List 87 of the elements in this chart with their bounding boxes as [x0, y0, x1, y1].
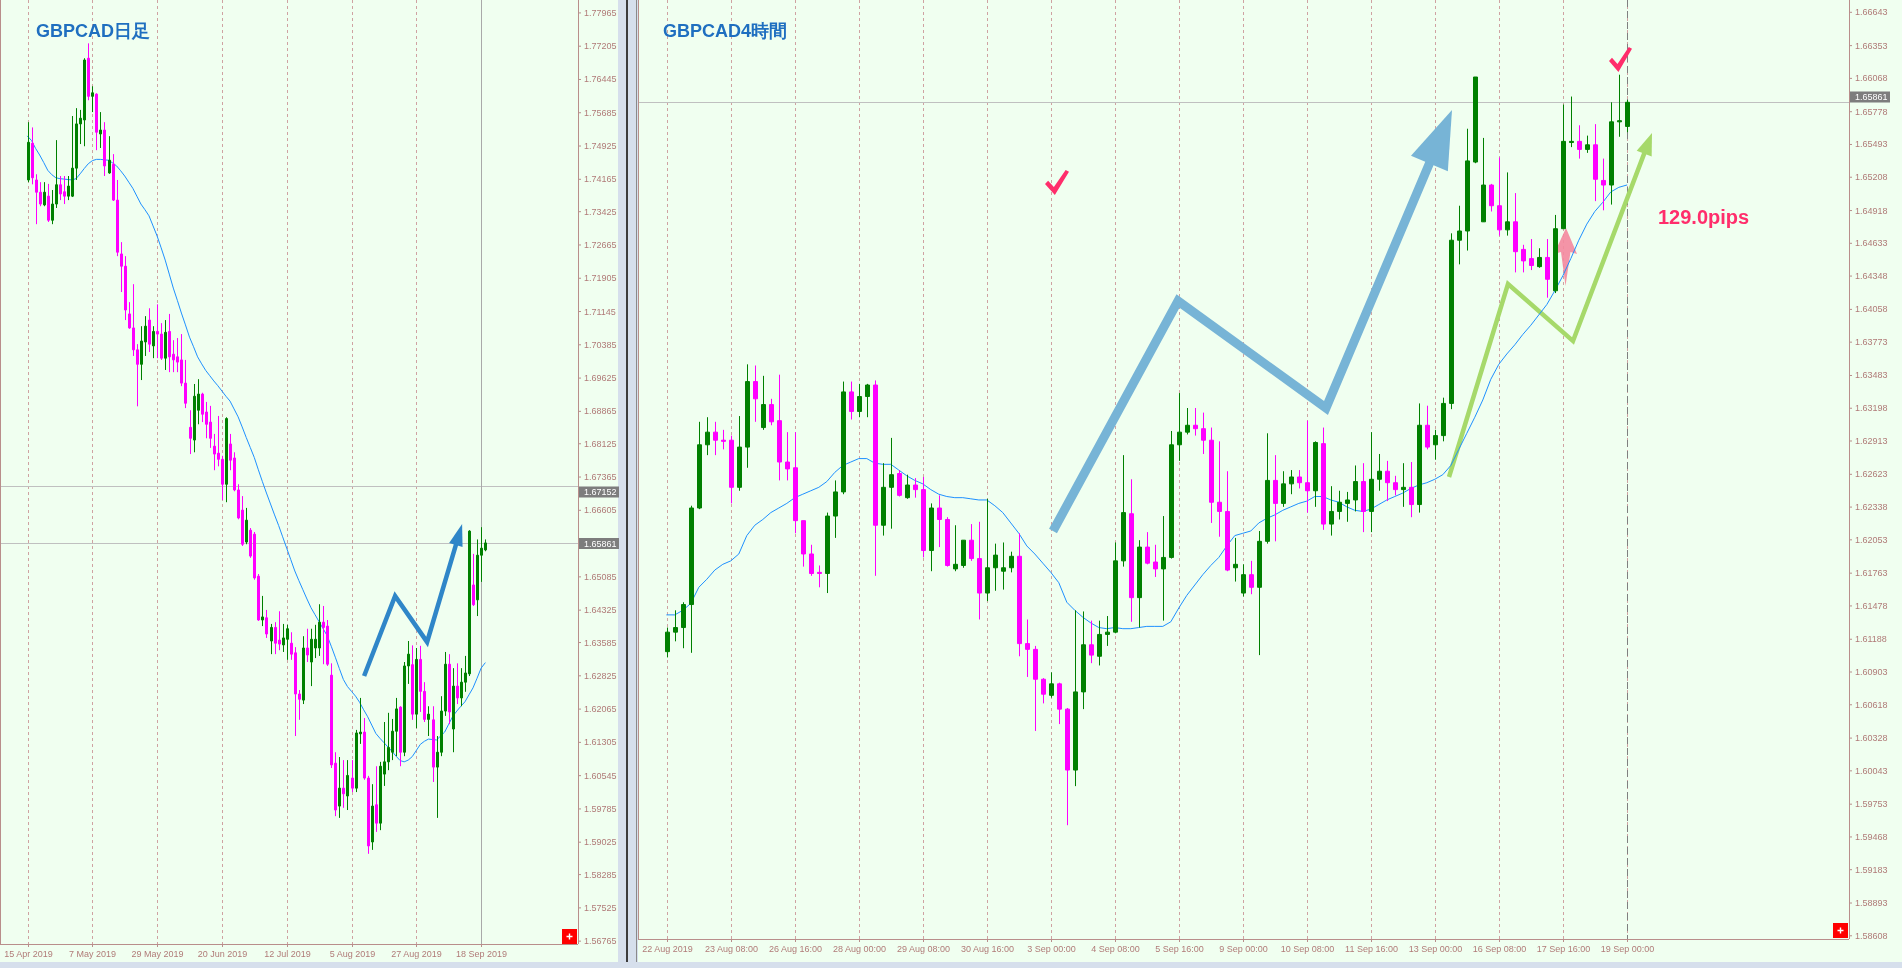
- x-tick-label: 22 Aug 2019: [642, 944, 693, 954]
- x-tick-label: 5 Sep 16:00: [1155, 944, 1204, 954]
- y-tick-label: 1.62053: [1855, 534, 1888, 545]
- y-tick-label: 1.62338: [1855, 502, 1888, 513]
- y-tick-label: 1.75685: [584, 107, 617, 118]
- ref-line-label: 1.65861: [584, 538, 617, 549]
- y-tick-label: 1.63198: [1855, 403, 1888, 414]
- x-tick-label: 20 Jun 2019: [197, 949, 248, 959]
- y-tick-label: 1.71905: [584, 273, 617, 284]
- y-tick-label: 1.64058: [1855, 304, 1888, 315]
- x-tick-label: 15 Apr 2019: [4, 949, 53, 959]
- y-tick-label: 1.63773: [1855, 337, 1888, 348]
- y-tick-label: 1.70385: [584, 339, 617, 350]
- y-tick-label: 1.63585: [584, 637, 617, 648]
- y-tick-label: 1.65085: [584, 571, 617, 582]
- x-tick-label: 23 Aug 08:00: [704, 944, 759, 954]
- y-tick-label: 1.61305: [584, 737, 617, 748]
- y-tick-label: 1.62065: [584, 704, 617, 715]
- x-tick-label: 30 Aug 16:00: [960, 944, 1015, 954]
- x-tick-label: 5 Aug 2019: [329, 949, 376, 959]
- y-tick-label: 1.71145: [584, 306, 616, 317]
- x-tick-label: 7 May 2019: [68, 949, 117, 959]
- y-tick-label: 1.67365: [584, 472, 617, 483]
- y-tick-label: 1.73425: [584, 206, 617, 217]
- x-tick-label: 3 Sep 00:00: [1027, 944, 1076, 954]
- y-tick-label: 1.65208: [1855, 172, 1888, 183]
- y-tick-label: 1.77205: [584, 41, 617, 52]
- y-tick-label: 1.61478: [1855, 600, 1888, 611]
- y-tick-label: 1.76445: [584, 74, 617, 85]
- y-tick-label: 1.59468: [1855, 831, 1888, 842]
- y-tick-label: 1.60545: [584, 770, 617, 781]
- y-tick-label: 1.74925: [584, 141, 617, 152]
- y-tick-label: 1.61188: [1855, 634, 1887, 645]
- x-tick-label: 19 Sep 00:00: [1600, 944, 1655, 954]
- y-tick-label: 1.66068: [1855, 73, 1888, 84]
- y-tick-label: 1.61763: [1855, 568, 1888, 579]
- x-tick-label: 16 Sep 08:00: [1472, 944, 1527, 954]
- y-tick-label: 1.58608: [1855, 930, 1888, 941]
- y-tick-label: 1.62623: [1855, 469, 1888, 480]
- y-tick-label: 1.68125: [584, 438, 617, 449]
- y-tick-label: 1.74165: [584, 174, 617, 185]
- y-tick-label: 1.68865: [584, 406, 617, 417]
- y-tick-label: 1.58893: [1855, 898, 1888, 909]
- y-tick-label: 1.63483: [1855, 370, 1888, 381]
- y-tick-label: 1.64348: [1855, 271, 1888, 282]
- x-tick-label: 12 Jul 2019: [264, 949, 311, 959]
- y-tick-label: 1.77965: [584, 7, 617, 18]
- text: GBPCAD日足: [36, 21, 151, 41]
- x-tick-label: 29 Aug 08:00: [896, 944, 951, 954]
- y-tick-label: 1.57525: [584, 902, 617, 913]
- x-tick-label: 13 Sep 00:00: [1408, 944, 1463, 954]
- x-tick-label: 17 Sep 16:00: [1536, 944, 1591, 954]
- x-tick-label: 10 Sep 08:00: [1280, 944, 1335, 954]
- y-tick-label: 1.56765: [584, 936, 617, 947]
- y-tick-label: 1.72665: [584, 239, 617, 250]
- y-tick-label: 1.60618: [1855, 699, 1888, 710]
- y-tick-label: 1.62825: [584, 670, 617, 681]
- y-tick-label: 1.62913: [1855, 436, 1888, 446]
- y-tick-label: 1.66643: [1855, 7, 1888, 18]
- y-tick-label: 1.59025: [584, 837, 617, 848]
- y-tick-label: 1.64325: [584, 605, 617, 616]
- x-tick-label: 28 Aug 00:00: [832, 944, 887, 954]
- y-tick-label: 1.60328: [1855, 733, 1888, 744]
- ref-line-label: 1.65861: [1855, 92, 1888, 102]
- y-tick-label: 1.64633: [1855, 238, 1888, 249]
- y-tick-label: 1.65493: [1855, 139, 1888, 150]
- x-tick-label: 11 Sep 16:00: [1345, 944, 1398, 954]
- y-tick-label: 1.59785: [584, 803, 617, 814]
- y-tick-label: 1.60903: [1855, 667, 1888, 678]
- x-tick-label: 27 Aug 2019: [391, 949, 442, 959]
- x-tick-label: 18 Sep 2019: [455, 949, 508, 959]
- y-tick-label: 1.65778: [1855, 106, 1888, 117]
- x-tick-label: 29 May 2019: [131, 949, 184, 959]
- y-tick-label: 1.59183: [1855, 864, 1888, 875]
- x-tick-label: 26 Aug 16:00: [768, 944, 823, 954]
- y-tick-label: 1.66605: [584, 505, 617, 516]
- y-tick-label: 1.66353: [1855, 40, 1888, 51]
- text: 129.0pips: [1658, 206, 1750, 228]
- y-tick-label: 1.59753: [1855, 799, 1888, 810]
- y-tick-label: 1.58285: [584, 869, 617, 880]
- x-tick-label: 4 Sep 08:00: [1091, 944, 1140, 954]
- y-tick-label: 1.64918: [1855, 205, 1888, 216]
- ref-line-label: 1.67152: [584, 487, 617, 497]
- y-tick-label: 1.60043: [1855, 765, 1888, 776]
- text: GBPCAD4時間: [663, 21, 788, 41]
- y-tick-label: 1.69625: [584, 373, 617, 384]
- x-tick-label: 9 Sep 00:00: [1219, 944, 1268, 954]
